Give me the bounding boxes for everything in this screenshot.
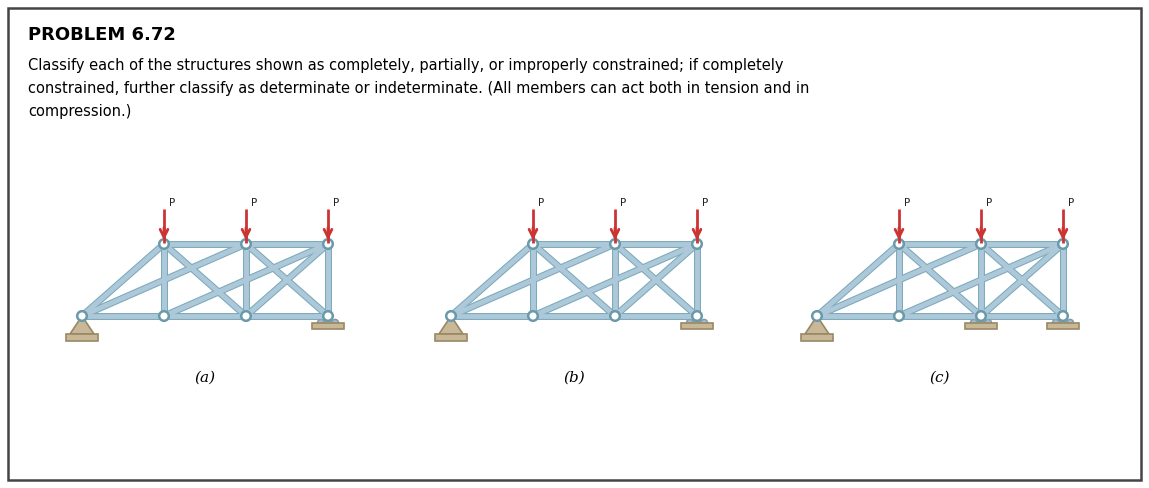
Bar xyxy=(801,334,833,341)
Text: P: P xyxy=(620,198,626,208)
Circle shape xyxy=(1059,320,1066,326)
Text: P: P xyxy=(333,198,339,208)
Circle shape xyxy=(971,320,977,326)
Bar xyxy=(1048,323,1079,329)
Circle shape xyxy=(701,320,708,326)
Text: P: P xyxy=(986,198,993,208)
Text: PROBLEM 6.72: PROBLEM 6.72 xyxy=(28,26,176,44)
Circle shape xyxy=(160,311,169,321)
Circle shape xyxy=(160,239,169,249)
Circle shape xyxy=(692,239,702,249)
Circle shape xyxy=(332,320,339,326)
Polygon shape xyxy=(805,316,828,334)
Circle shape xyxy=(692,311,702,321)
Bar xyxy=(435,334,466,341)
Circle shape xyxy=(812,311,822,321)
Text: (c): (c) xyxy=(930,371,950,385)
Circle shape xyxy=(1052,320,1059,326)
Text: (a): (a) xyxy=(194,371,216,385)
Circle shape xyxy=(529,239,538,249)
Text: P: P xyxy=(702,198,708,208)
Text: P: P xyxy=(250,198,257,208)
Circle shape xyxy=(1058,311,1067,321)
Circle shape xyxy=(241,311,250,321)
Polygon shape xyxy=(439,316,463,334)
Bar xyxy=(67,334,98,341)
FancyBboxPatch shape xyxy=(8,8,1141,480)
Circle shape xyxy=(977,239,986,249)
Circle shape xyxy=(1058,239,1067,249)
Circle shape xyxy=(1067,320,1073,326)
Text: Classify each of the structures shown as completely, partially, or improperly co: Classify each of the structures shown as… xyxy=(28,58,809,119)
Circle shape xyxy=(610,311,619,321)
Circle shape xyxy=(978,320,985,326)
Text: P: P xyxy=(538,198,545,208)
Circle shape xyxy=(894,311,904,321)
Bar xyxy=(681,323,712,329)
Text: P: P xyxy=(1069,198,1074,208)
Text: P: P xyxy=(904,198,910,208)
Bar xyxy=(313,323,344,329)
Circle shape xyxy=(894,239,904,249)
Circle shape xyxy=(325,320,331,326)
Polygon shape xyxy=(70,316,94,334)
Text: (b): (b) xyxy=(563,371,585,385)
Circle shape xyxy=(317,320,324,326)
Circle shape xyxy=(694,320,700,326)
Circle shape xyxy=(686,320,693,326)
Circle shape xyxy=(241,239,250,249)
Circle shape xyxy=(323,311,333,321)
Circle shape xyxy=(985,320,992,326)
Circle shape xyxy=(610,239,619,249)
Text: P: P xyxy=(169,198,176,208)
Circle shape xyxy=(323,239,333,249)
Circle shape xyxy=(446,311,456,321)
Circle shape xyxy=(529,311,538,321)
Circle shape xyxy=(77,311,87,321)
Bar xyxy=(965,323,996,329)
Circle shape xyxy=(977,311,986,321)
